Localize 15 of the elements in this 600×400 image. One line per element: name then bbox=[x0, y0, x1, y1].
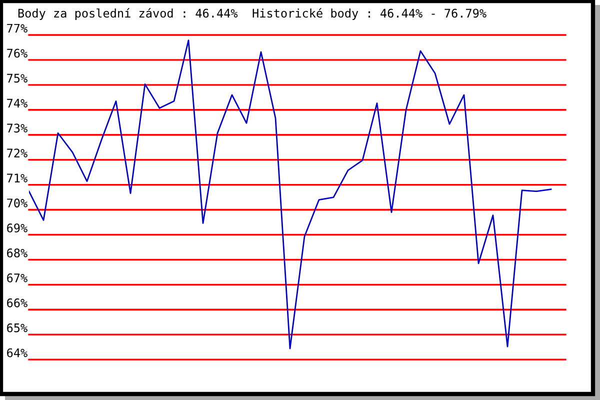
y-tick-label: 69% bbox=[7, 224, 28, 232]
y-tick-label: 65% bbox=[7, 323, 28, 332]
y-tick-label: 71% bbox=[7, 174, 28, 182]
y-tick-label: 67% bbox=[7, 273, 28, 282]
y-tick-label: 75% bbox=[7, 74, 28, 83]
y-tick-label: 64% bbox=[7, 348, 28, 358]
y-tick-label: 70% bbox=[7, 198, 28, 208]
y-tick-label: 68% bbox=[7, 248, 28, 258]
chart-title: Body za poslední závod : 46.44% Historické body : 46.44% - 76.79% bbox=[18, 8, 486, 20]
y-tick-label: 72% bbox=[7, 148, 28, 158]
y-tick-label: 73% bbox=[7, 124, 28, 133]
y-tick-label: 77% bbox=[7, 24, 28, 33]
y-tick-label: 66% bbox=[7, 298, 28, 308]
y-tick-label: 76% bbox=[7, 48, 28, 58]
y-tick-label: 74% bbox=[7, 98, 28, 108]
